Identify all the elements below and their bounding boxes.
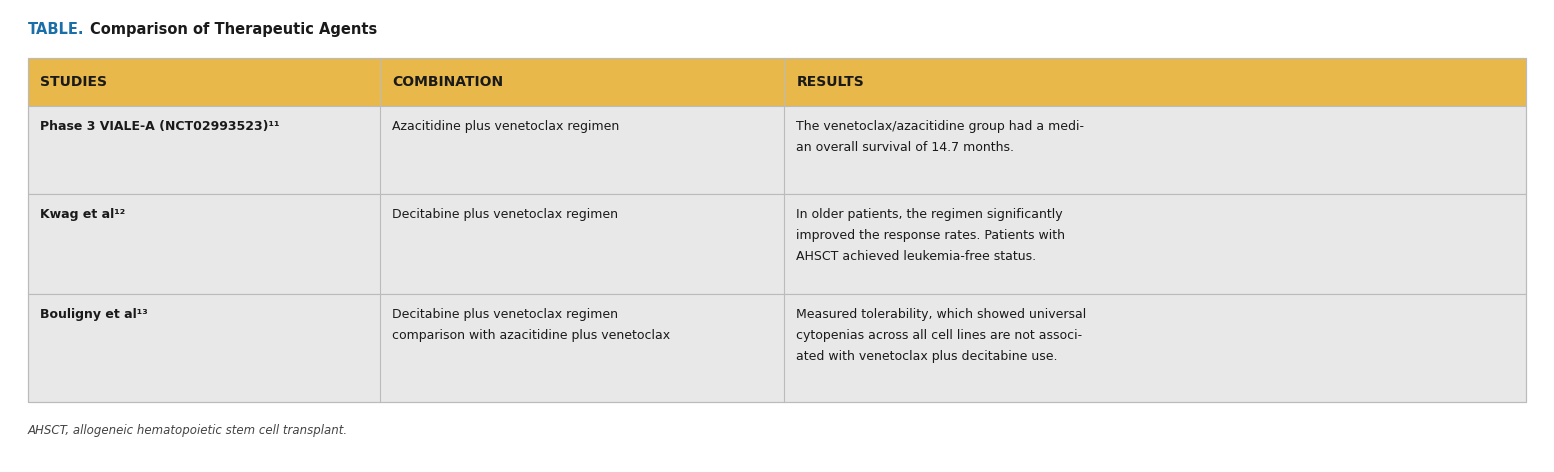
Text: TABLE.: TABLE. <box>28 22 84 37</box>
Bar <box>28 194 1526 294</box>
Text: Measured tolerability, which showed universal
cytopenias across all cell lines a: Measured tolerability, which showed univ… <box>797 308 1086 363</box>
Text: Comparison of Therapeutic Agents: Comparison of Therapeutic Agents <box>90 22 378 37</box>
Bar <box>28 294 1526 402</box>
Text: Bouligny et al¹³: Bouligny et al¹³ <box>40 308 148 321</box>
Bar <box>28 58 1526 106</box>
Bar <box>28 58 1526 402</box>
Text: Decitabine plus venetoclax regimen: Decitabine plus venetoclax regimen <box>392 208 618 221</box>
Bar <box>28 106 1526 194</box>
Text: COMBINATION: COMBINATION <box>392 75 503 89</box>
Text: Phase 3 VIALE-A (NCT02993523)¹¹: Phase 3 VIALE-A (NCT02993523)¹¹ <box>40 120 280 133</box>
Text: Azacitidine plus venetoclax regimen: Azacitidine plus venetoclax regimen <box>392 120 620 133</box>
Text: RESULTS: RESULTS <box>797 75 864 89</box>
Text: STUDIES: STUDIES <box>40 75 107 89</box>
Text: The venetoclax/azacitidine group had a medi-
an overall survival of 14.7 months.: The venetoclax/azacitidine group had a m… <box>797 120 1085 154</box>
Text: AHSCT, allogeneic hematopoietic stem cell transplant.: AHSCT, allogeneic hematopoietic stem cel… <box>28 424 348 437</box>
Text: Decitabine plus venetoclax regimen
comparison with azacitidine plus venetoclax: Decitabine plus venetoclax regimen compa… <box>392 308 670 342</box>
Text: Kwag et al¹²: Kwag et al¹² <box>40 208 126 221</box>
Text: In older patients, the regimen significantly
improved the response rates. Patien: In older patients, the regimen significa… <box>797 208 1066 263</box>
